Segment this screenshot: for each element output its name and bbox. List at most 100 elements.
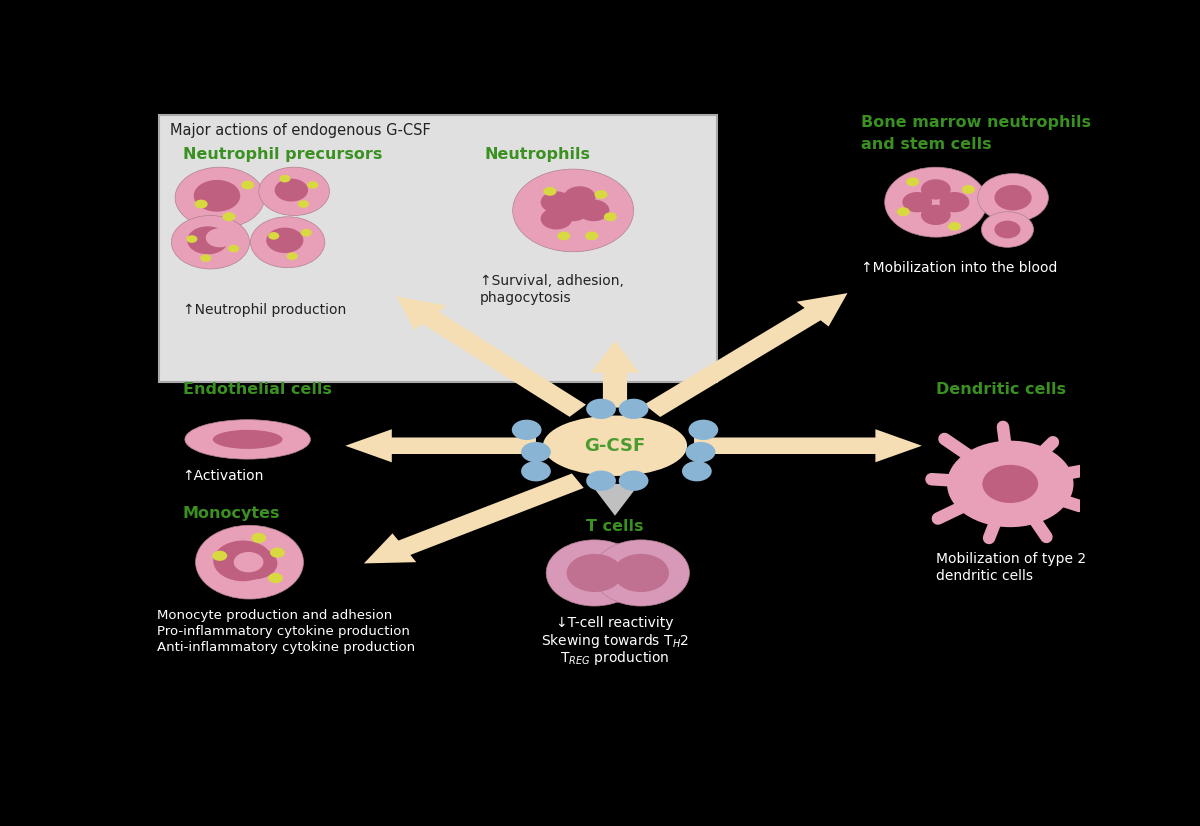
Text: phagocytosis: phagocytosis [480,292,571,305]
Circle shape [212,551,227,561]
Circle shape [175,167,264,228]
Text: T$_{REG}$ production: T$_{REG}$ production [560,648,670,667]
Circle shape [983,465,1038,503]
Circle shape [228,244,239,253]
Circle shape [544,187,557,196]
Circle shape [619,471,648,491]
Circle shape [512,169,634,252]
Circle shape [896,207,910,216]
Text: Pro-inflammatory cytokine production: Pro-inflammatory cytokine production [157,625,410,638]
FancyArrow shape [364,473,583,563]
Circle shape [948,222,961,230]
Circle shape [578,200,610,221]
FancyArrow shape [644,293,847,417]
Circle shape [214,540,272,582]
Circle shape [685,442,715,463]
Ellipse shape [212,430,282,449]
Circle shape [521,461,551,482]
Circle shape [995,185,1032,211]
Circle shape [557,200,589,221]
Text: Major actions of endogenous G-CSF: Major actions of endogenous G-CSF [170,123,431,138]
Text: Mobilization of type 2: Mobilization of type 2 [936,552,1086,566]
Circle shape [604,212,617,221]
Circle shape [521,442,551,463]
Circle shape [982,211,1033,247]
Circle shape [557,231,570,240]
Circle shape [287,253,298,260]
Text: ↑Mobilization into the blood: ↑Mobilization into the blood [862,261,1058,275]
Circle shape [266,228,304,253]
Ellipse shape [185,420,311,459]
Text: and stem cells: and stem cells [862,137,992,152]
Text: Monocytes: Monocytes [182,506,280,521]
Text: ↓T-cell reactivity: ↓T-cell reactivity [557,615,673,629]
Circle shape [301,229,312,236]
Circle shape [193,180,240,211]
Circle shape [241,181,254,189]
Circle shape [206,228,234,247]
Circle shape [682,461,712,482]
Text: dendritic cells: dendritic cells [936,568,1033,582]
Text: Anti-inflammatory cytokine production: Anti-inflammatory cytokine production [157,641,415,654]
Circle shape [275,178,308,202]
Circle shape [689,420,719,440]
Text: Bone marrow neutrophils: Bone marrow neutrophils [862,115,1092,130]
Text: T cells: T cells [587,519,643,534]
Circle shape [251,533,266,543]
Circle shape [511,420,541,440]
Circle shape [593,540,690,606]
Circle shape [194,200,208,208]
Circle shape [259,167,330,216]
Circle shape [619,399,648,419]
Circle shape [564,186,595,208]
FancyArrow shape [346,430,536,463]
Circle shape [978,173,1049,222]
Circle shape [268,232,280,240]
FancyBboxPatch shape [160,115,718,382]
Circle shape [884,167,986,237]
Circle shape [586,399,616,419]
Circle shape [172,216,250,269]
Circle shape [298,200,310,208]
Text: ↑Neutrophil production: ↑Neutrophil production [182,302,346,316]
Circle shape [566,554,623,592]
Circle shape [234,552,264,572]
Circle shape [586,471,616,491]
Circle shape [280,175,290,183]
Circle shape [268,573,283,583]
Text: G-CSF: G-CSF [584,437,646,455]
Circle shape [186,235,198,243]
Circle shape [270,548,284,558]
Circle shape [940,192,970,212]
FancyArrow shape [590,484,640,515]
Circle shape [594,190,607,199]
Text: Dendritic cells: Dendritic cells [936,382,1066,397]
Text: ↑Survival, adhesion,: ↑Survival, adhesion, [480,274,624,288]
Text: Neutrophil precursors: Neutrophil precursors [182,147,382,162]
Circle shape [906,178,919,186]
Circle shape [920,179,950,200]
Text: ↑Activation: ↑Activation [182,469,264,483]
Circle shape [995,221,1020,239]
Circle shape [962,185,974,194]
Circle shape [222,212,235,221]
Circle shape [196,525,304,599]
Circle shape [200,254,211,262]
FancyArrow shape [396,297,586,417]
Text: Skewing towards T$_H$2: Skewing towards T$_H$2 [541,632,689,650]
Circle shape [613,554,668,592]
Ellipse shape [542,415,688,476]
FancyArrow shape [694,430,922,463]
Circle shape [947,440,1074,527]
Circle shape [251,216,325,268]
FancyArrow shape [590,341,640,407]
Text: Neutrophils: Neutrophils [485,147,590,162]
Circle shape [541,208,572,230]
Text: Monocyte production and adhesion: Monocyte production and adhesion [157,610,392,622]
Text: Endothelial cells: Endothelial cells [182,382,331,397]
Circle shape [902,192,932,212]
Circle shape [586,231,599,240]
Circle shape [187,226,228,254]
Circle shape [307,181,318,189]
Circle shape [546,540,643,606]
